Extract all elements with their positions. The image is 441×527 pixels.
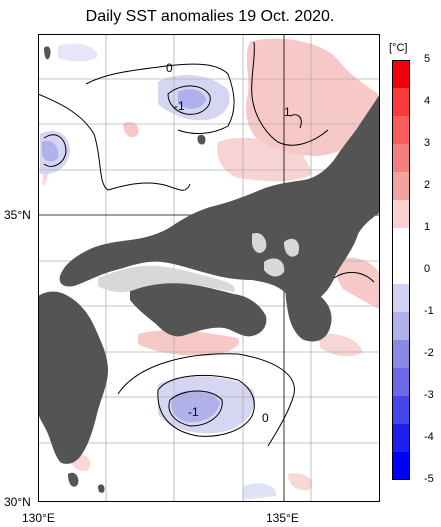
colorbar-tick-label: 5 bbox=[424, 53, 431, 65]
inland-sea bbox=[98, 232, 300, 293]
colorbar-cell bbox=[392, 60, 410, 89]
contour-label: -1 bbox=[188, 405, 199, 419]
sst-anomaly-map: 0 -1 1 -1 0 bbox=[38, 34, 380, 502]
colorbar-tick-label: -2 bbox=[424, 347, 434, 359]
contour-label: 1 bbox=[284, 105, 291, 119]
lat-label-35n: 35°N bbox=[4, 208, 31, 222]
colorbar-cell bbox=[392, 200, 410, 229]
colorbar-cell bbox=[392, 424, 410, 453]
colorbar-cell bbox=[392, 228, 410, 257]
contour-label: -1 bbox=[174, 99, 185, 113]
colorbar-unit: [°C] bbox=[389, 42, 408, 54]
lat-label-30n: 30°N bbox=[4, 495, 31, 509]
contour-label: 0 bbox=[262, 411, 269, 425]
colorbar-cell bbox=[392, 284, 410, 313]
colorbar-cell bbox=[392, 368, 410, 397]
lon-label-135e: 135°E bbox=[266, 511, 299, 525]
contour-lines bbox=[38, 41, 375, 447]
chart-title: Daily SST anomalies 19 Oct. 2020. bbox=[85, 8, 335, 25]
colorbar-cell bbox=[392, 396, 410, 425]
colorbar bbox=[392, 60, 410, 480]
colorbar-cell bbox=[392, 172, 410, 201]
contour-label-group: 0 -1 1 -1 0 bbox=[166, 61, 291, 425]
colorbar-tick-label: 2 bbox=[424, 179, 431, 191]
colorbar-tick-label: -5 bbox=[424, 473, 434, 485]
map-frame bbox=[38, 34, 380, 502]
colorbar-cell bbox=[392, 116, 410, 145]
cool-anomaly-areas bbox=[40, 43, 277, 500]
contour-label: 0 bbox=[166, 61, 173, 75]
warm-anomaly-areas bbox=[42, 38, 380, 491]
colorbar-cell bbox=[392, 312, 410, 341]
colorbar-cell bbox=[392, 144, 410, 173]
colorbar-cell bbox=[392, 452, 410, 480]
colorbar-cell bbox=[392, 88, 410, 117]
colorbar-tick-label: 0 bbox=[424, 263, 431, 275]
colorbar-cell bbox=[392, 256, 410, 285]
colorbar-tick-label: 3 bbox=[424, 137, 431, 149]
colorbar-cell bbox=[392, 340, 410, 369]
colorbar-tick-label: -4 bbox=[424, 431, 434, 443]
land bbox=[38, 46, 380, 493]
lon-label-130e: 130°E bbox=[22, 511, 55, 525]
colorbar-tick-label: 1 bbox=[424, 221, 431, 233]
colorbar-tick-label: -3 bbox=[424, 389, 434, 401]
colorbar-tick-label: 4 bbox=[424, 95, 431, 107]
colorbar-tick-label: -1 bbox=[424, 305, 434, 317]
